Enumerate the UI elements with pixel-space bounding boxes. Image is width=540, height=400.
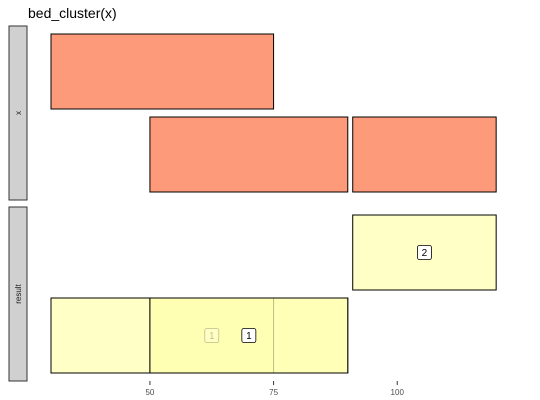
x-axis: 50 75 100 bbox=[145, 381, 404, 397]
interval-result-0 bbox=[352, 214, 497, 291]
x-tick-label: 50 bbox=[145, 388, 154, 397]
facet-x: x bbox=[8, 25, 497, 201]
facet-x-intervals bbox=[50, 33, 497, 193]
x-tick-label: 75 bbox=[269, 388, 278, 397]
cluster-label-box bbox=[417, 245, 432, 260]
facet-label-x: x bbox=[14, 111, 23, 115]
interval-x-2 bbox=[352, 116, 497, 193]
cluster-label: 2 bbox=[422, 248, 428, 259]
x-tick-label: 100 bbox=[391, 388, 405, 397]
cluster-label: 1 bbox=[246, 331, 252, 342]
facet-strip-x bbox=[8, 25, 28, 201]
cluster-label-box bbox=[241, 328, 257, 343]
interval-x-1 bbox=[149, 116, 349, 193]
facet-strip-result bbox=[8, 206, 28, 382]
facet-result: result 211 bbox=[8, 206, 497, 382]
facet-result-intervals: 211 bbox=[50, 214, 497, 374]
chart-title: bed_cluster(x) bbox=[28, 5, 117, 21]
interval-x-0 bbox=[50, 33, 275, 110]
facet-label-result: result bbox=[14, 283, 23, 303]
